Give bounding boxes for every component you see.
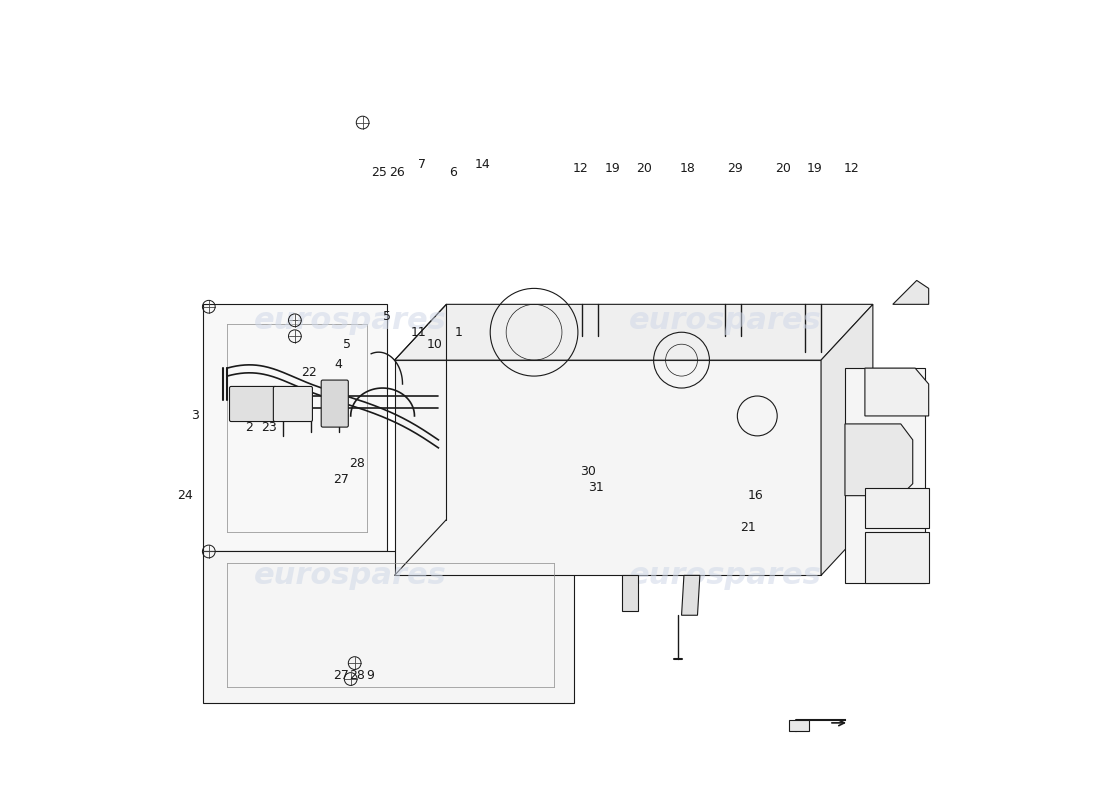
Text: 8: 8	[289, 386, 297, 398]
Text: 24: 24	[177, 489, 192, 502]
Text: 21: 21	[740, 521, 756, 534]
Text: 31: 31	[588, 481, 604, 494]
Text: 28: 28	[349, 669, 365, 682]
Text: 27: 27	[333, 669, 349, 682]
Text: 2: 2	[244, 422, 253, 434]
Text: 22: 22	[301, 366, 317, 378]
Text: 6: 6	[449, 166, 456, 179]
Text: eurospares: eurospares	[629, 306, 822, 334]
Polygon shape	[821, 304, 873, 575]
Text: eurospares: eurospares	[629, 561, 822, 590]
Polygon shape	[395, 304, 873, 360]
Text: 23: 23	[262, 422, 277, 434]
Text: 15: 15	[844, 410, 859, 422]
Text: 1: 1	[454, 326, 462, 338]
Text: 5: 5	[383, 310, 390, 322]
Text: 20: 20	[636, 162, 652, 175]
Text: 10: 10	[427, 338, 442, 350]
Polygon shape	[204, 551, 574, 703]
Text: 17: 17	[844, 430, 859, 442]
Polygon shape	[682, 575, 700, 615]
Text: 19: 19	[806, 162, 823, 175]
Text: 13: 13	[844, 390, 859, 402]
Polygon shape	[621, 575, 638, 611]
Text: 9: 9	[366, 669, 375, 682]
Polygon shape	[893, 281, 928, 304]
Text: 12: 12	[572, 162, 588, 175]
Text: 30: 30	[581, 466, 596, 478]
Polygon shape	[865, 531, 928, 583]
Text: 12: 12	[844, 162, 859, 175]
Polygon shape	[865, 488, 928, 527]
FancyBboxPatch shape	[321, 380, 349, 427]
Text: 5: 5	[343, 338, 351, 350]
Text: 19: 19	[604, 162, 620, 175]
Polygon shape	[865, 368, 928, 416]
Text: 25: 25	[371, 166, 386, 179]
Bar	[789, 721, 810, 731]
Text: 7: 7	[418, 158, 427, 171]
Text: 4: 4	[334, 358, 343, 370]
Text: 32: 32	[245, 410, 262, 422]
Polygon shape	[204, 304, 386, 551]
FancyBboxPatch shape	[274, 386, 312, 422]
Text: eurospares: eurospares	[254, 561, 447, 590]
Text: 29: 29	[727, 162, 742, 175]
Polygon shape	[395, 360, 821, 575]
Text: 14: 14	[474, 158, 491, 171]
Text: 3: 3	[191, 410, 199, 422]
Text: 16: 16	[748, 489, 763, 502]
Text: 18: 18	[679, 162, 695, 175]
Text: 20: 20	[774, 162, 791, 175]
Polygon shape	[845, 368, 925, 583]
Text: 11: 11	[410, 326, 427, 338]
FancyBboxPatch shape	[230, 386, 276, 422]
Text: 26: 26	[389, 166, 405, 179]
Polygon shape	[845, 424, 913, 496]
Text: 28: 28	[349, 458, 365, 470]
Text: eurospares: eurospares	[254, 306, 447, 334]
Text: 27: 27	[333, 474, 349, 486]
